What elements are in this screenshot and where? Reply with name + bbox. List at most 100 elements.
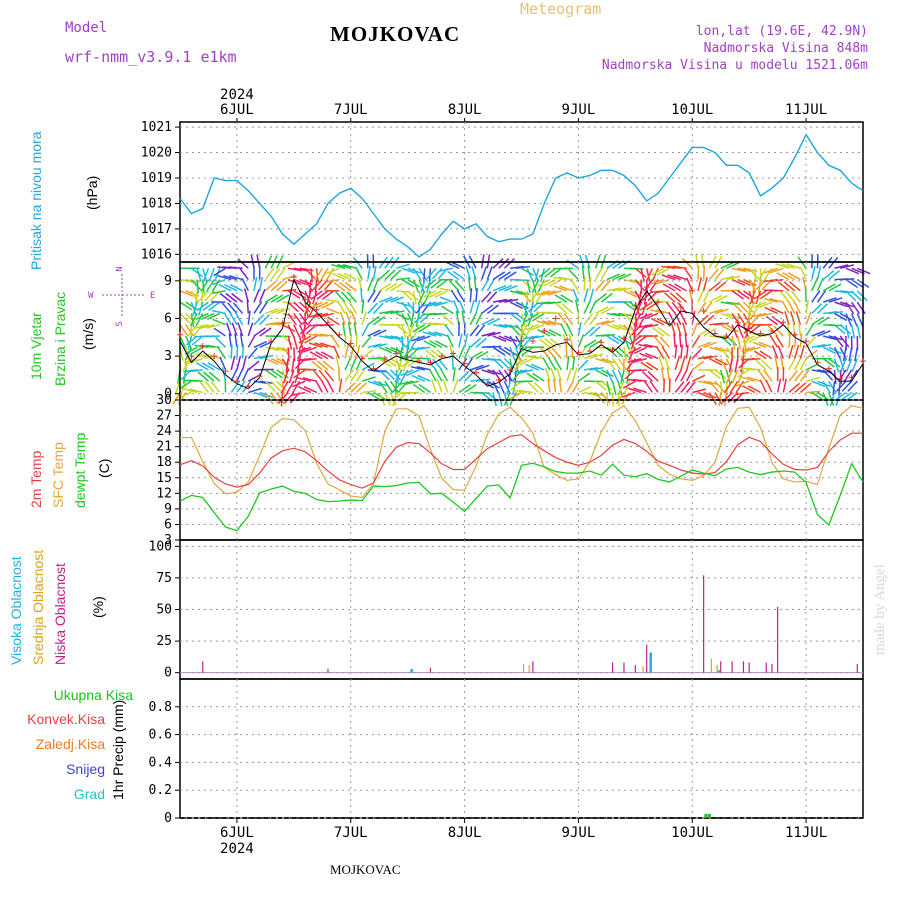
wind-barb <box>486 304 499 315</box>
wind-barb <box>423 290 437 298</box>
wind-barb <box>697 265 700 280</box>
wind-barb <box>431 378 437 393</box>
wind-barb <box>526 279 531 294</box>
wind-barb <box>355 382 368 394</box>
wind-barb <box>595 320 610 326</box>
wind-barb <box>628 346 642 355</box>
wind-barb <box>197 301 204 316</box>
wind-barb <box>204 380 215 393</box>
wind-barb <box>259 340 273 348</box>
wind-barb <box>532 267 540 282</box>
wind-barb <box>509 392 517 406</box>
wind-barb <box>735 391 750 396</box>
wind-barb <box>719 369 726 384</box>
wind-barb <box>190 301 197 316</box>
wind-barb <box>583 326 596 337</box>
wind-barb <box>190 313 195 328</box>
wind-barb <box>828 283 842 292</box>
wind-barb <box>629 312 640 325</box>
wind-barb <box>236 380 246 393</box>
wind-barb <box>764 267 778 274</box>
wind-barb <box>566 379 575 393</box>
wind-barb <box>372 265 377 280</box>
wind-barb <box>644 343 659 349</box>
wind-barb <box>714 322 730 326</box>
wind-barb <box>378 380 388 394</box>
wind-barb <box>589 339 603 348</box>
wind-barb <box>721 391 733 404</box>
wind-barb <box>343 272 357 281</box>
wind-barb <box>265 307 279 315</box>
wind-barb <box>746 357 761 361</box>
wind-barb <box>639 352 653 360</box>
wind-barb <box>769 278 784 283</box>
wind-barb <box>856 313 864 327</box>
wind-barb <box>428 368 437 382</box>
wind-barb <box>413 324 420 338</box>
wind-barb <box>390 310 405 315</box>
wind-barb <box>697 314 709 326</box>
wind-barb <box>350 356 358 371</box>
wind-barb <box>737 290 750 300</box>
wind-barb <box>416 346 431 351</box>
wind-barb <box>835 392 841 407</box>
panel-frame <box>179 399 864 541</box>
wind-barb <box>665 301 676 314</box>
wind-barb <box>634 279 645 291</box>
wind-barb <box>781 300 790 314</box>
wind-barb <box>720 312 735 319</box>
wind-barb <box>270 369 283 379</box>
wind-barb <box>185 347 193 361</box>
wind-barb <box>492 298 507 303</box>
wind-barb <box>680 381 691 393</box>
wind-barb <box>217 274 232 281</box>
wind-barb <box>433 312 448 316</box>
wind-barb <box>811 330 826 337</box>
wind-barb <box>314 342 329 349</box>
wind-barb <box>526 312 539 322</box>
wind-barb <box>854 347 859 362</box>
wind-barb <box>508 391 522 400</box>
wind-barb <box>487 345 502 349</box>
wind-barb <box>714 281 727 292</box>
wind-barb <box>627 387 642 394</box>
wind-barb <box>326 267 340 275</box>
wind-barb <box>183 388 198 394</box>
wind-barb <box>697 301 707 314</box>
wind-barb <box>617 273 632 281</box>
wind-barb <box>785 290 796 303</box>
wind-barb <box>390 282 403 292</box>
wind-barb <box>469 311 478 326</box>
wind-barb <box>395 358 402 373</box>
wind-barb <box>322 290 335 300</box>
wind-barb <box>558 378 563 393</box>
wind-barb <box>308 342 323 349</box>
wind-barb <box>232 302 244 314</box>
wind-barb <box>782 272 796 281</box>
wind-barb <box>612 287 627 292</box>
wind-barb <box>355 266 363 280</box>
wind-barb <box>536 290 551 296</box>
wind-barb <box>401 335 404 351</box>
wind-barb <box>446 334 454 348</box>
wind-barb <box>845 324 850 339</box>
wind-barb <box>828 256 839 269</box>
wind-barb <box>811 277 819 292</box>
wind-barb <box>481 317 495 326</box>
wind-barb <box>612 335 625 345</box>
wind-barb <box>433 322 448 326</box>
wind-barb <box>280 380 289 394</box>
wind-barb <box>672 265 687 270</box>
y-tick-label: 15 <box>156 471 172 486</box>
wind-barb <box>503 380 511 395</box>
wind-barb <box>270 294 284 303</box>
wind-barb <box>350 369 360 382</box>
wind-barb <box>331 263 346 269</box>
wind-barb <box>662 283 676 292</box>
wind-barb <box>630 335 637 350</box>
x-tick-label-top: 8JUL <box>448 102 482 118</box>
wind-barb <box>312 369 323 382</box>
y-tick-label: 9 <box>164 502 172 517</box>
wind-barb <box>629 324 638 337</box>
wind-barb <box>560 294 574 303</box>
